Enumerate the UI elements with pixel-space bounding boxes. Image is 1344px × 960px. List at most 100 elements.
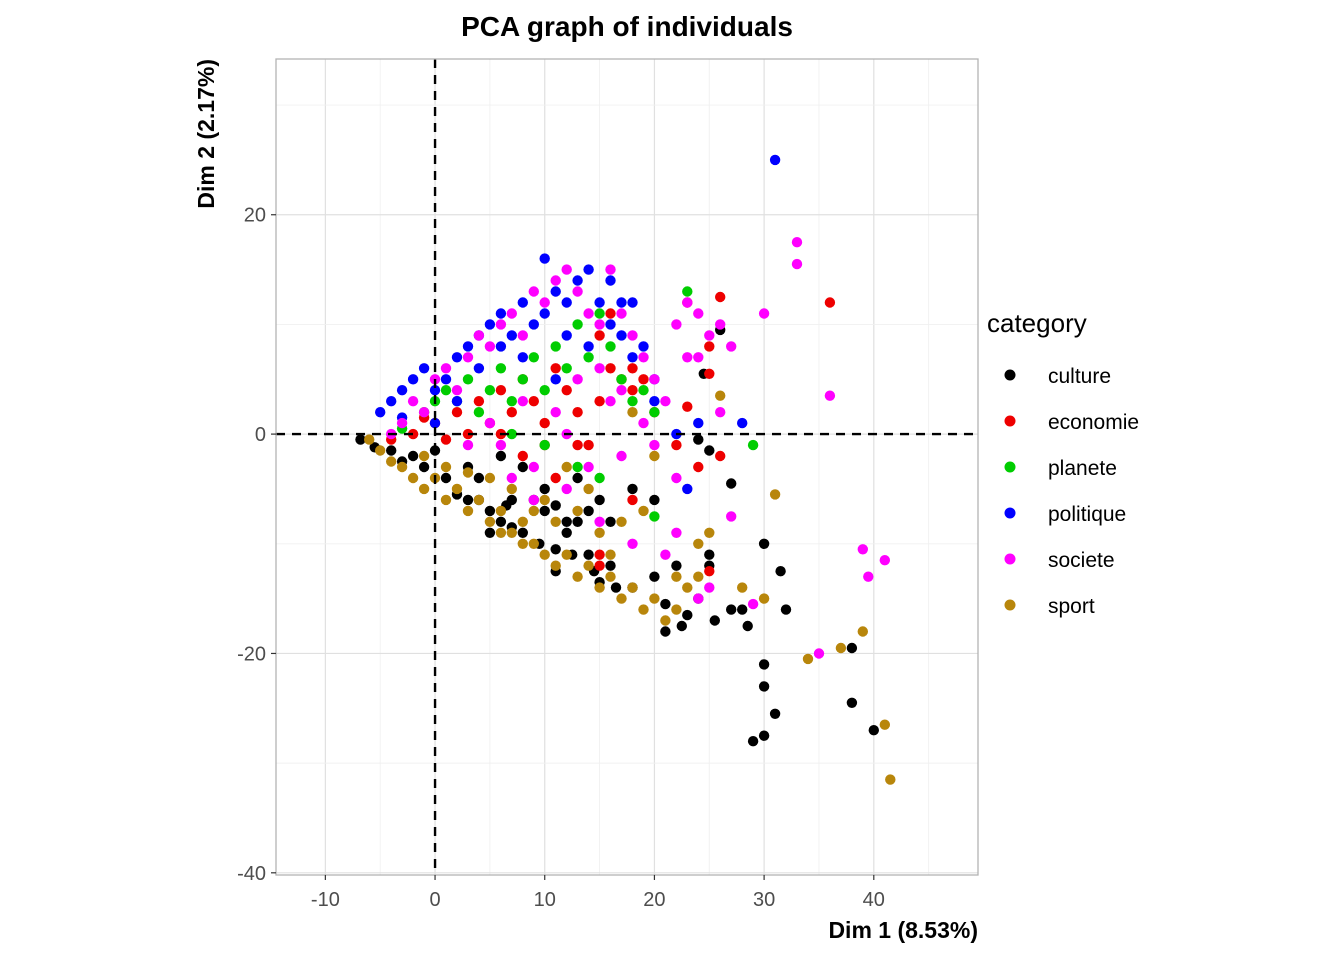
data-point xyxy=(638,417,649,429)
data-point xyxy=(495,385,507,396)
data-point xyxy=(594,549,605,560)
data-point xyxy=(539,297,550,308)
series-sport xyxy=(364,390,896,785)
data-point xyxy=(747,736,759,747)
legend-item-politique: politique xyxy=(1004,503,1126,526)
data-point xyxy=(572,461,583,473)
data-point xyxy=(451,396,463,407)
data-point xyxy=(583,549,594,560)
data-point xyxy=(660,626,671,637)
data-point xyxy=(726,511,737,522)
data-point xyxy=(605,308,616,319)
data-point xyxy=(561,527,572,538)
data-point xyxy=(605,264,616,275)
data-point xyxy=(539,417,550,429)
data-point xyxy=(594,330,605,341)
data-point xyxy=(517,516,528,527)
data-point xyxy=(473,396,485,407)
data-point xyxy=(704,445,715,456)
data-point xyxy=(484,319,496,330)
data-point xyxy=(495,319,507,330)
data-point xyxy=(616,297,627,308)
data-point xyxy=(737,604,748,615)
data-points xyxy=(355,154,896,785)
data-point xyxy=(418,450,430,462)
data-point xyxy=(561,385,572,396)
data-point xyxy=(451,385,463,396)
data-point xyxy=(396,417,408,429)
data-point xyxy=(583,264,594,275)
data-point xyxy=(594,308,605,319)
data-point xyxy=(649,439,660,451)
data-point xyxy=(605,396,616,407)
data-point xyxy=(495,439,507,451)
chart-title: PCA graph of individuals xyxy=(461,11,793,42)
data-point xyxy=(451,483,463,495)
data-point xyxy=(473,363,485,374)
data-point xyxy=(484,385,496,396)
data-point xyxy=(682,352,693,363)
data-point xyxy=(440,472,452,484)
data-point xyxy=(583,505,594,517)
data-point xyxy=(418,461,430,473)
data-point xyxy=(517,297,528,308)
data-point xyxy=(660,615,671,626)
data-point xyxy=(704,549,715,560)
data-point xyxy=(539,483,550,495)
data-point xyxy=(495,450,507,462)
data-point xyxy=(610,582,622,593)
data-point xyxy=(583,439,594,451)
data-point xyxy=(649,374,660,385)
data-point xyxy=(682,297,693,308)
y-tick-label: 20 xyxy=(244,205,266,227)
data-point xyxy=(583,352,594,363)
data-point xyxy=(824,390,836,401)
data-point xyxy=(594,363,605,374)
data-point xyxy=(682,582,693,593)
legend-key-marker xyxy=(1004,461,1016,473)
data-point xyxy=(846,642,858,654)
data-point xyxy=(517,396,528,407)
data-point xyxy=(517,527,528,538)
data-point xyxy=(747,439,759,451)
data-point xyxy=(517,374,528,385)
data-point xyxy=(704,368,715,379)
data-point xyxy=(386,445,397,456)
legend-title: category xyxy=(987,308,1087,338)
data-point xyxy=(528,505,539,517)
data-point xyxy=(638,505,649,517)
data-point xyxy=(605,560,616,571)
data-point xyxy=(506,407,517,418)
data-point xyxy=(561,264,572,275)
data-point xyxy=(616,330,627,341)
data-point xyxy=(440,461,452,473)
data-point xyxy=(561,461,572,473)
data-point xyxy=(616,593,627,604)
data-point xyxy=(375,445,386,456)
data-point xyxy=(572,516,583,527)
data-point xyxy=(769,154,781,166)
data-point xyxy=(473,407,485,418)
y-tick-label: 0 xyxy=(255,424,266,446)
data-point xyxy=(649,396,660,407)
y-tick-label: -40 xyxy=(237,863,266,885)
data-point xyxy=(528,461,539,473)
data-point xyxy=(879,719,890,730)
x-tick-label: 30 xyxy=(753,889,775,911)
data-point xyxy=(572,275,583,286)
data-point xyxy=(682,286,693,297)
data-point xyxy=(506,428,517,440)
legend-key-marker xyxy=(1004,507,1016,519)
data-point xyxy=(594,527,605,538)
legend-label: societe xyxy=(1048,549,1115,572)
data-point xyxy=(572,571,583,582)
grid-lines xyxy=(276,59,978,875)
data-point xyxy=(671,571,682,582)
data-point xyxy=(550,472,561,484)
legend-label: sport xyxy=(1048,595,1095,618)
data-point xyxy=(539,549,550,560)
x-tick-label: 20 xyxy=(643,889,665,911)
data-point xyxy=(364,434,375,445)
series-culture xyxy=(355,324,879,747)
x-tick-label: 10 xyxy=(534,889,556,911)
